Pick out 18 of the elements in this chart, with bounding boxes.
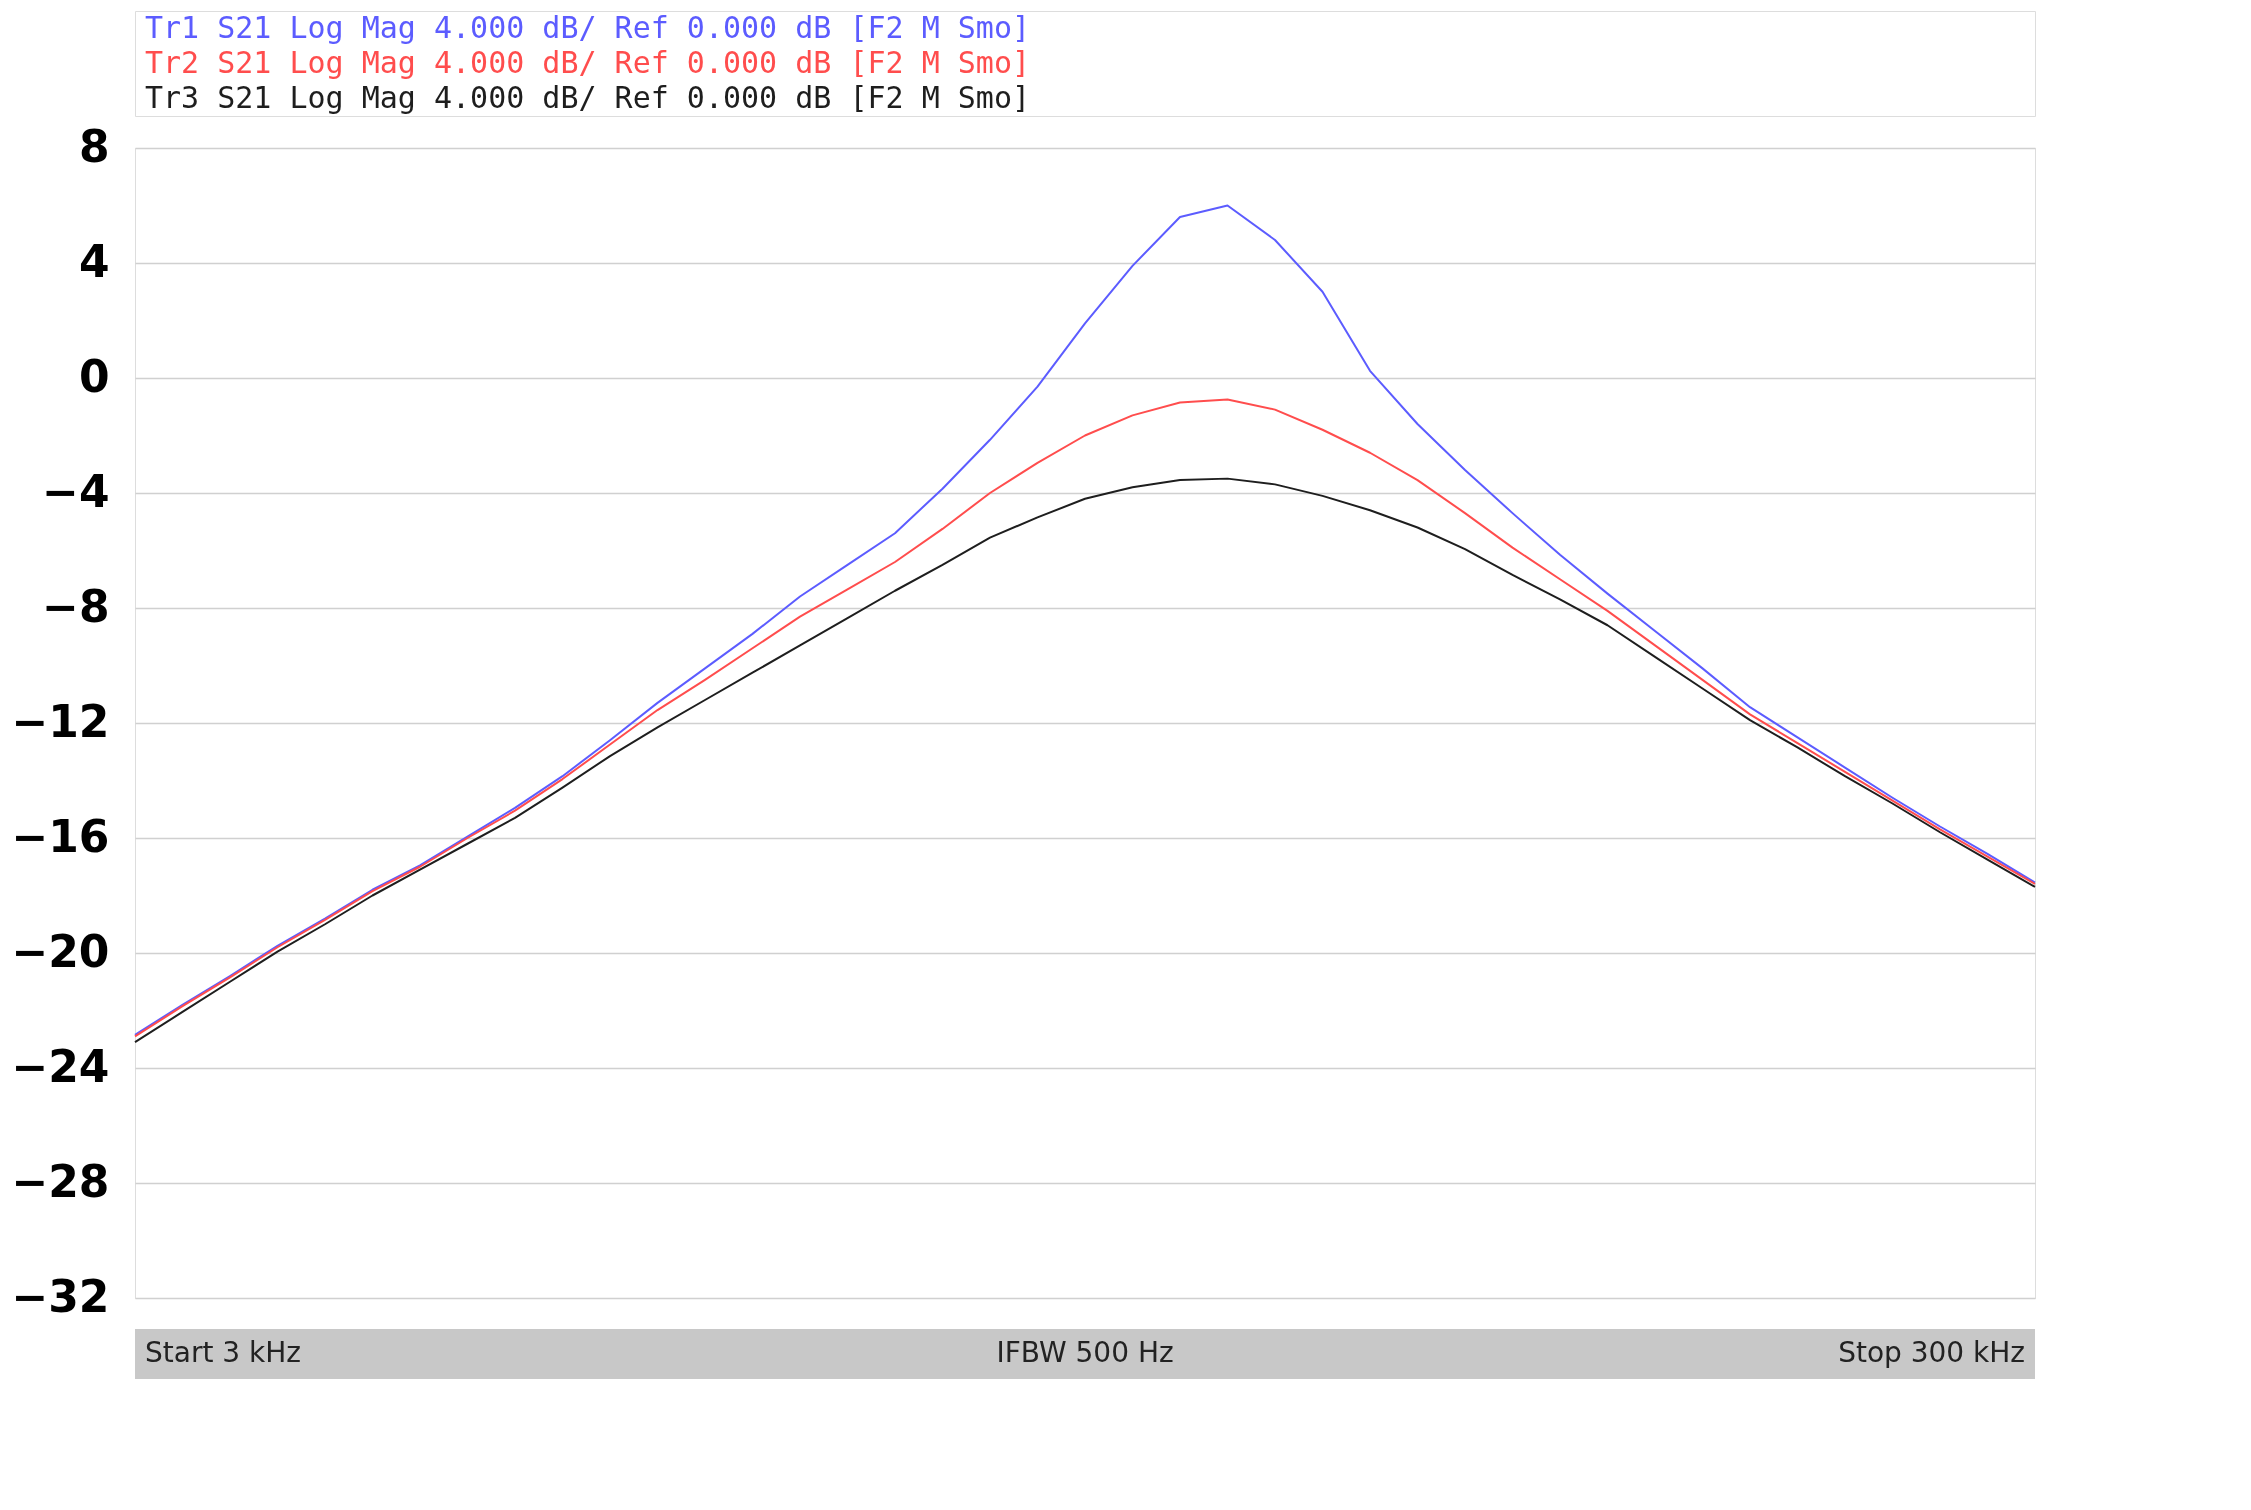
y-tick-label: −20 [11, 925, 110, 977]
text: Stop 300 kHz [1838, 1336, 2025, 1369]
y-tick-label: −4 [42, 465, 110, 517]
line-series [134, 204, 2036, 1036]
y-tick-label: −16 [11, 810, 110, 862]
y-tick-label: 8 [78, 120, 110, 172]
y-tick-label: 4 [78, 235, 110, 287]
text: Start 3 kHz [145, 1336, 301, 1369]
y-tick-label: −32 [11, 1270, 110, 1322]
text: Tr2 S21 Log Mag 4.000 dB/ Ref 0.000 dB [F2 M Smo] [145, 44, 1031, 80]
y-tick-label: 0 [78, 350, 110, 402]
y-tick-label: −28 [11, 1155, 110, 1207]
text: IFBW 500 Hz [996, 1336, 1174, 1369]
text: Tr1 S21 Log Mag 4.000 dB/ Ref 0.000 dB [F2 M Smo] [145, 9, 1031, 45]
y-tick-label: −8 [42, 580, 110, 632]
y-tick-label: −12 [11, 695, 110, 747]
y-tick-label: −24 [11, 1040, 110, 1092]
text: Tr3 S21 Log Mag 4.000 dB/ Ref 0.000 dB [F2 M Smo] [145, 79, 1031, 115]
